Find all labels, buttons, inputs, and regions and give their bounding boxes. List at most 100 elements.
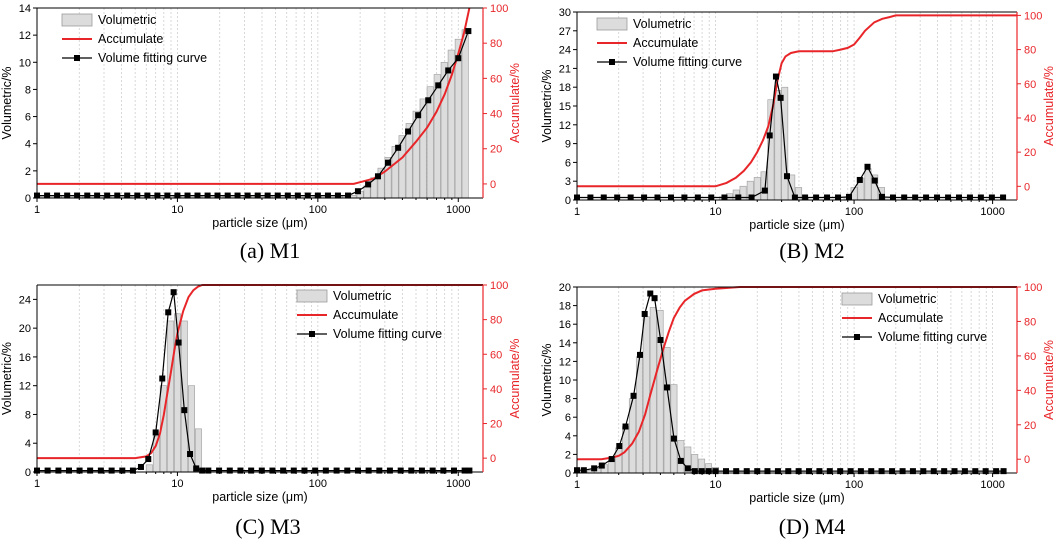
vertical-grid (618, 12, 994, 200)
x-tick-label: 100 (309, 478, 327, 490)
fitting-curve-marker (587, 194, 594, 201)
fitting-curve-marker (429, 467, 436, 474)
y-tick-label: 4 (25, 438, 31, 450)
fitting-curve-marker (64, 192, 71, 199)
y2-tick-label: 100 (1024, 10, 1042, 22)
y-tick-label: 10 (19, 57, 31, 69)
x-ticks: 1 10 100 1000 (34, 198, 471, 216)
legend: Volumetric Accumulate Volume fitting curve (296, 289, 442, 341)
fitting-curve-marker (721, 194, 728, 201)
fitting-curve-marker (816, 468, 823, 475)
fitting-curve-marker (835, 194, 842, 201)
fitting-curve-marker (774, 468, 781, 475)
fitting-curve-marker (670, 435, 677, 442)
fitting-curve-marker (616, 443, 623, 450)
fitting-curve-marker (74, 192, 81, 199)
y2-tick-label: 80 (1024, 316, 1036, 328)
fitting-curve-marker (374, 173, 381, 180)
y-tick-label: 2 (565, 449, 571, 461)
x-axis-label: particle size (μm) (212, 490, 307, 504)
legend: Volumetric Accumulate Volume fitting curve (61, 13, 207, 65)
fitting-curve-marker (988, 194, 995, 201)
fitting-curve-marker (159, 375, 166, 382)
vertical-grid (78, 285, 459, 472)
y-tick-label: 0 (25, 193, 31, 205)
legend-swatch-marker (309, 331, 315, 337)
y-tick-label: 24 (559, 45, 571, 57)
y-tick-label: 12 (19, 30, 31, 42)
fitting-curve-marker (294, 192, 301, 199)
fitting-curve-marker (280, 467, 287, 474)
fitting-curve-marker (934, 194, 941, 201)
accumulate-line (577, 14, 1017, 188)
fitting-curve-markers (34, 28, 472, 199)
fitting-curve-marker (395, 144, 402, 151)
volumetric-bar (663, 347, 671, 474)
fitting-curve-marker (764, 468, 771, 475)
fitting-curve-marker (450, 467, 457, 474)
fitting-curve-marker (322, 467, 329, 474)
fitting-curve-marker (784, 173, 791, 180)
fitting-curve-marker (627, 194, 634, 201)
y2-tick-label: 100 (490, 280, 508, 292)
fitting-curve-marker (214, 192, 221, 199)
fitting-curve-marker (955, 194, 962, 201)
fitting-curve-marker (345, 192, 352, 199)
fitting-curve-marker (334, 192, 341, 199)
y-tick-label: 27 (559, 26, 571, 38)
y-tick-label: 16 (559, 319, 571, 331)
fitting-curve-marker (76, 467, 83, 474)
fitting-curve-marker (274, 192, 281, 199)
y-tick-label: 6 (565, 157, 571, 169)
chart-panel-c: 1 10 100 100004812162024020406080100particl… (0, 280, 522, 504)
fitting-curve-marker (802, 194, 809, 201)
y-tick-label: 9 (565, 139, 571, 151)
caption-d: (D) M4 (778, 514, 846, 539)
fitting-curve-marker (170, 289, 177, 296)
y-tick-label: 15 (559, 101, 571, 113)
legend-label: Volumetric (633, 17, 691, 31)
y-ticks-left: 0 4 8 12 16 20 24 (19, 294, 37, 479)
x-tick-label: 100 (845, 206, 863, 218)
fitting-curve-markers (574, 290, 1007, 475)
fitting-curve-marker (114, 192, 121, 199)
fitting-curve-marker (237, 467, 244, 474)
fitting-curve-marker (824, 194, 831, 201)
x-tick-label: 1 (34, 204, 40, 216)
fitting-curve-line (577, 76, 1004, 199)
fitting-curve-marker (129, 467, 136, 474)
y-axis-label: Volumetric/% (540, 70, 554, 143)
volumetric-bars (580, 307, 719, 474)
y-ticks-right: 0 20 40 60 80 100 (1017, 10, 1042, 193)
x-axis-label: particle size (μm) (749, 491, 844, 505)
fitting-curve-marker (461, 467, 468, 474)
y-ticks-left: 0 3 6 9 12 15 18 21 24 27 30 (559, 7, 577, 207)
fitting-curve-marker (723, 468, 730, 475)
legend-label: Accumulate (633, 36, 698, 50)
volumetric-bar (426, 86, 434, 199)
fitting-curve-marker (684, 465, 691, 472)
fitting-curve-marker (941, 468, 948, 475)
legend-label: Volume fitting curve (98, 51, 207, 65)
fitting-curve-marker (614, 194, 621, 201)
legend-label: Volume fitting curve (633, 55, 742, 69)
legend-label: Accumulate (333, 308, 398, 322)
legend-label: Volume fitting curve (878, 330, 987, 344)
fitting-curve-marker (234, 192, 241, 199)
fitting-curve-marker (55, 467, 62, 474)
y-tick-label: 21 (559, 63, 571, 75)
fitting-curve-marker (175, 339, 182, 346)
x-tick-label: 1000 (446, 204, 470, 216)
x-tick-label: 100 (309, 204, 327, 216)
fitting-curve-marker (193, 465, 200, 472)
fitting-curve-marker (264, 192, 271, 199)
fitting-curve-marker (608, 456, 615, 463)
y2-tick-label: 0 (490, 453, 496, 465)
volumetric-bar (433, 74, 441, 199)
x-tick-label: 100 (845, 479, 863, 491)
y2-tick-label: 80 (490, 38, 502, 50)
fitting-curve-marker (415, 112, 422, 119)
fitting-curve-marker (425, 97, 432, 104)
fitting-curve-marker (165, 309, 172, 316)
